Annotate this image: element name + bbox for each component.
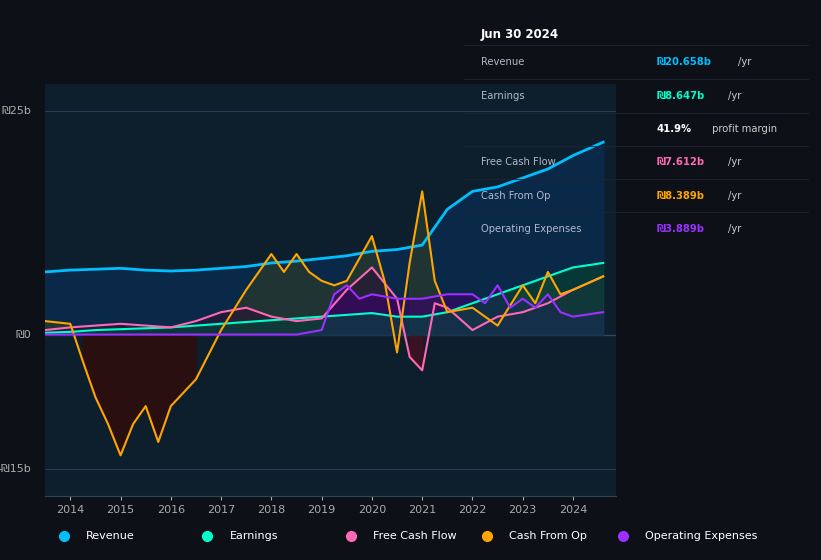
Text: ₪8.389b: ₪8.389b — [657, 190, 705, 200]
Text: 41.9%: 41.9% — [657, 124, 692, 134]
Text: ₪20.658b: ₪20.658b — [657, 57, 712, 67]
Text: Operating Expenses: Operating Expenses — [645, 531, 758, 541]
Text: Jun 30 2024: Jun 30 2024 — [481, 29, 559, 41]
Text: Free Cash Flow: Free Cash Flow — [481, 157, 556, 167]
Text: Cash From Op: Cash From Op — [509, 531, 587, 541]
Text: ₪25b: ₪25b — [1, 106, 31, 116]
Text: /yr: /yr — [728, 91, 741, 101]
Text: /yr: /yr — [737, 57, 751, 67]
Text: ₪0: ₪0 — [15, 329, 31, 339]
Text: ₪3.889b: ₪3.889b — [657, 224, 705, 234]
Text: /yr: /yr — [728, 190, 741, 200]
Text: Cash From Op: Cash From Op — [481, 190, 551, 200]
Text: Free Cash Flow: Free Cash Flow — [374, 531, 457, 541]
Text: profit margin: profit margin — [709, 124, 777, 134]
Text: ₪8.647b: ₪8.647b — [657, 91, 705, 101]
Text: Operating Expenses: Operating Expenses — [481, 224, 581, 234]
Text: Earnings: Earnings — [230, 531, 278, 541]
Text: /yr: /yr — [728, 224, 741, 234]
Text: -₪15b: -₪15b — [0, 464, 31, 474]
Text: /yr: /yr — [728, 157, 741, 167]
Text: ₪7.612b: ₪7.612b — [657, 157, 705, 167]
Text: Revenue: Revenue — [481, 57, 525, 67]
Text: Revenue: Revenue — [86, 531, 135, 541]
Text: Earnings: Earnings — [481, 91, 525, 101]
